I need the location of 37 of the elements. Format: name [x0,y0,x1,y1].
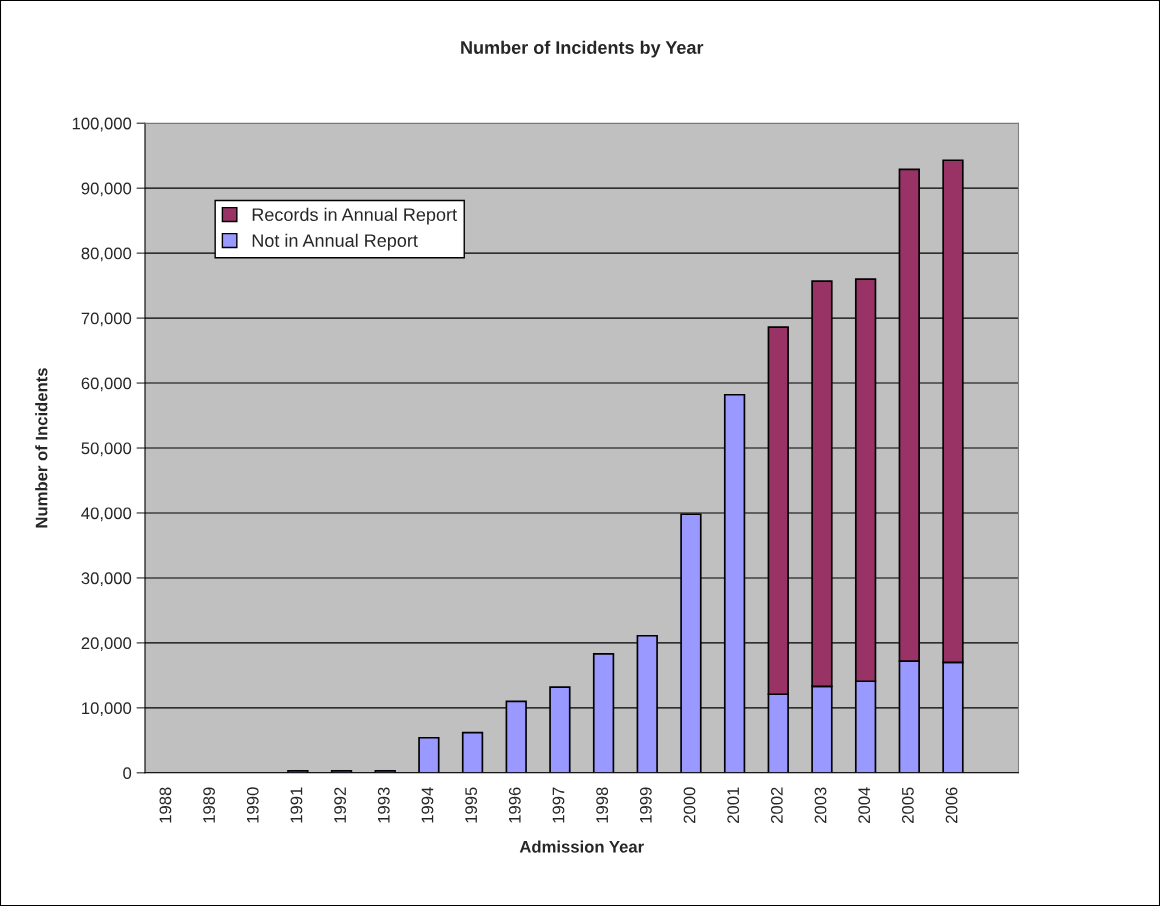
y-tick-label: 60,000 [81,377,132,392]
y-tick-label: 30,000 [81,572,132,587]
x-tick-label: 1997 [552,787,565,823]
x-axis-title: Admission Year [519,840,644,853]
y-tick-label: 50,000 [81,442,132,457]
x-tick-label: 1991 [290,787,303,823]
y-tick-label: 90,000 [81,182,132,197]
y-tick-label: 100,000 [72,117,132,132]
legend-label: Not in Annual Report [252,233,418,251]
x-tick-label: 1992 [334,787,347,823]
x-tick-label: 1993 [377,787,390,823]
y-tick-label: 20,000 [81,637,132,652]
x-tick-label: 1989 [203,787,215,823]
x-tick-label: 1988 [159,787,172,823]
y-tick-label: 80,000 [81,247,132,262]
x-tick-label: 2006 [945,787,958,823]
y-tick-label: 70,000 [81,312,132,327]
y-axis-title: Number of Incidents [35,368,48,528]
x-tick-label: 2000 [683,787,696,823]
y-tick-label: 10,000 [82,702,132,717]
x-tick-label: 1995 [465,787,478,823]
bar [418,736,440,773]
x-tick-label: 1990 [246,787,259,823]
y-tick-label: 40,000 [81,507,132,522]
x-tick-label: 1996 [508,787,521,823]
x-tick-label: 2002 [770,787,783,823]
chart-title: Number of Incidents by Year [461,40,704,58]
x-tick-label: 1994 [421,787,434,823]
x-tick-label: 2003 [814,787,827,823]
x-tick-label: 2005 [901,787,914,823]
x-tick-label: 2001 [727,787,740,823]
x-tick-label: 1998 [596,787,609,823]
y-tick-label: 0 [123,767,132,780]
bar [461,731,484,773]
x-tick-label: 2004 [858,787,871,823]
legend-label: Records in Annual Report [252,207,457,225]
x-tick-label: 1999 [639,787,652,823]
